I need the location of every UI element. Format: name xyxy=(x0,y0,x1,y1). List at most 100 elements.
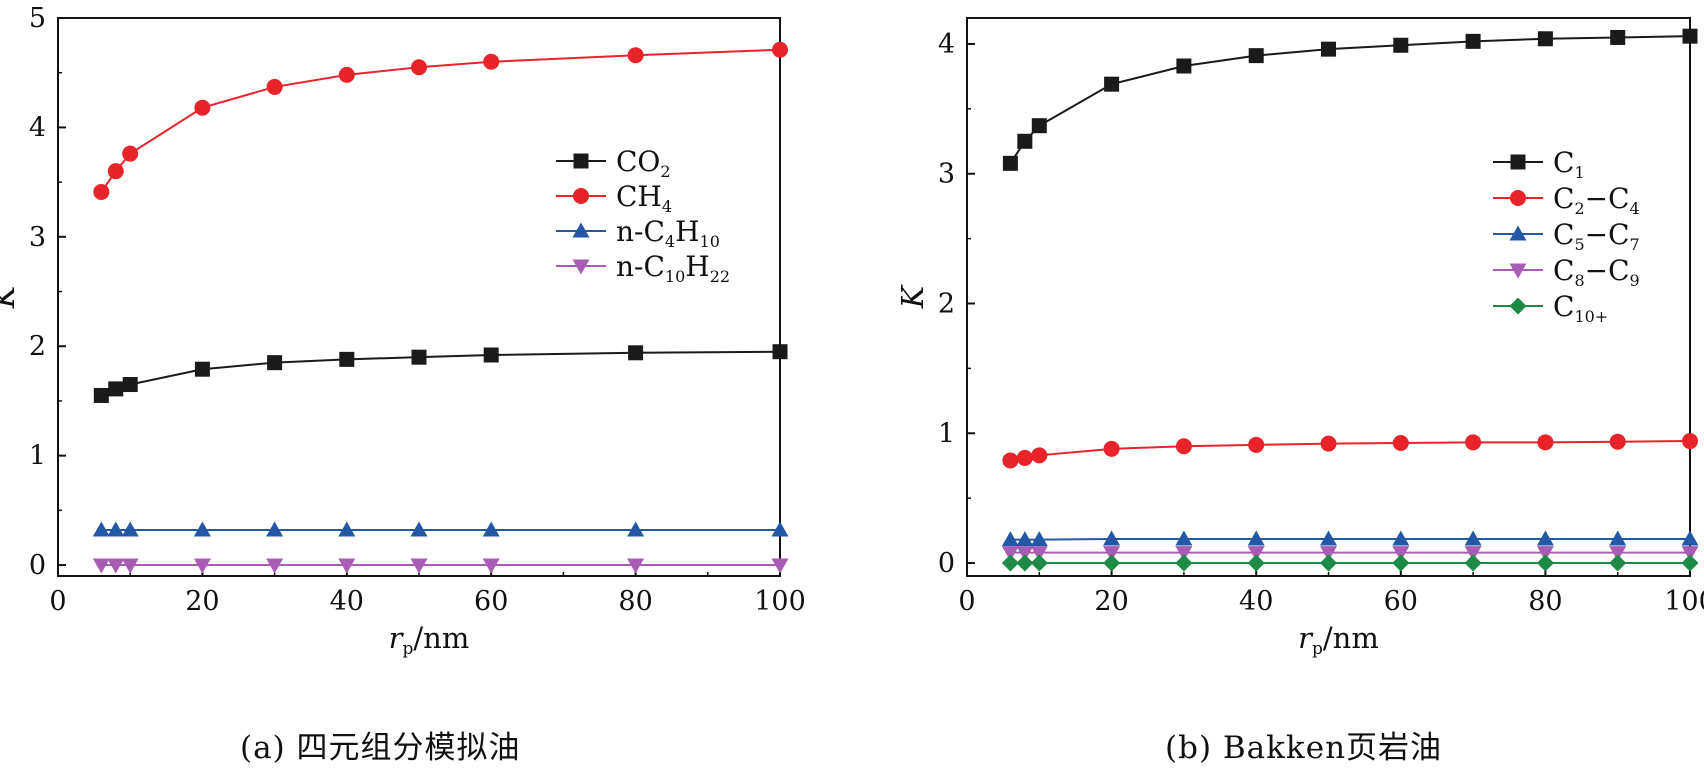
data-point xyxy=(1321,41,1336,57)
legend-label: C1 xyxy=(1553,146,1585,182)
data-point xyxy=(1465,33,1481,49)
data-point xyxy=(771,521,789,537)
data-point xyxy=(1103,530,1121,546)
data-point xyxy=(1103,546,1121,562)
data-point xyxy=(1248,48,1264,64)
data-point xyxy=(1392,530,1410,546)
series-CO2 xyxy=(93,344,788,403)
plot-frame xyxy=(57,17,781,577)
data-point xyxy=(1536,530,1554,546)
legend-entry: CH4 xyxy=(556,180,672,216)
x-tick-label: 20 xyxy=(185,586,219,617)
data-point xyxy=(1016,449,1033,466)
x-tick-label: 20 xyxy=(1094,586,1128,617)
data-point xyxy=(772,344,788,360)
data-point xyxy=(1392,434,1409,451)
data-point xyxy=(122,145,139,162)
y-tick-label: 5 xyxy=(29,3,46,34)
data-point xyxy=(1002,452,1019,469)
data-point xyxy=(266,558,284,574)
y-tick-label: 4 xyxy=(29,112,46,143)
data-point xyxy=(1001,546,1019,562)
data-point xyxy=(1030,554,1048,572)
legend-marker xyxy=(1509,263,1527,279)
data-point xyxy=(107,558,125,574)
data-point xyxy=(1103,440,1120,457)
data-point xyxy=(1016,554,1034,572)
data-point xyxy=(1002,155,1018,171)
y-tick-label: 2 xyxy=(29,331,46,362)
data-point xyxy=(194,361,210,377)
data-point xyxy=(1247,530,1265,546)
caption-a: (a) 四元组分模拟油 xyxy=(240,730,521,766)
legend-label: C5−C7 xyxy=(1553,218,1640,254)
legend-label: n-C10H22 xyxy=(616,250,730,286)
data-point xyxy=(121,521,139,537)
x-tick-label: 80 xyxy=(1528,586,1562,617)
series-C1 xyxy=(1002,28,1698,171)
data-point xyxy=(1030,531,1048,547)
legend-marker xyxy=(573,153,589,169)
series-n-C10H22 xyxy=(92,558,789,574)
data-point xyxy=(1464,554,1482,572)
data-point xyxy=(1175,530,1193,546)
data-point xyxy=(1609,554,1627,572)
data-point xyxy=(1609,433,1626,450)
legend-label: CO2 xyxy=(616,145,671,181)
data-point xyxy=(1537,434,1554,451)
legend-marker xyxy=(573,188,589,204)
data-point xyxy=(1030,546,1048,562)
data-point xyxy=(1031,118,1047,134)
data-point xyxy=(1175,546,1193,562)
y-tick-label: 0 xyxy=(29,550,46,581)
data-point xyxy=(627,47,644,64)
data-point xyxy=(1016,531,1034,547)
data-point xyxy=(410,521,428,537)
y-axis-label: K xyxy=(0,284,22,309)
data-point xyxy=(339,351,355,367)
y-axis-label: K xyxy=(896,284,931,309)
data-point xyxy=(1175,554,1193,572)
data-point xyxy=(1682,28,1698,44)
data-point xyxy=(1681,554,1699,572)
series-line xyxy=(1009,35,1691,164)
data-point xyxy=(1536,554,1554,572)
x-tick-label: 80 xyxy=(618,586,652,617)
legend-label: CH4 xyxy=(616,180,672,216)
x-axis-label: rp/nm xyxy=(1298,621,1379,659)
data-point xyxy=(1609,530,1627,546)
x-tick-label: 100 xyxy=(754,586,806,617)
data-point xyxy=(1176,58,1192,74)
series-C2-C4 xyxy=(1002,433,1698,469)
data-point xyxy=(92,558,110,574)
data-point xyxy=(107,163,124,180)
data-point xyxy=(1537,31,1553,47)
data-point xyxy=(193,558,211,574)
x-axis-label-sub: p xyxy=(403,639,414,659)
y-tick-label: 1 xyxy=(938,418,955,449)
data-point xyxy=(628,345,644,361)
legend-entry: C5−C7 xyxy=(1493,218,1640,254)
data-point xyxy=(1682,433,1698,450)
x-tick-label: 0 xyxy=(958,586,975,617)
data-point xyxy=(1248,436,1265,453)
data-point xyxy=(266,78,283,95)
y-tick-label: 4 xyxy=(938,29,955,60)
legend-label: n-C4H10 xyxy=(616,215,720,251)
x-tick-label: 40 xyxy=(1239,586,1273,617)
data-point xyxy=(1464,530,1482,546)
x-tick-label: 0 xyxy=(49,586,66,617)
data-point xyxy=(93,183,110,200)
x-axis-label-unit: /nm xyxy=(1323,621,1379,655)
legend-label: C10+ xyxy=(1553,290,1608,326)
series-line xyxy=(100,48,781,193)
data-point xyxy=(1320,546,1337,562)
data-point xyxy=(267,355,283,371)
data-point xyxy=(193,521,211,537)
data-point xyxy=(1320,530,1337,546)
legend-entry: C10+ xyxy=(1493,290,1608,326)
legend-label: C8−C9 xyxy=(1553,254,1640,290)
data-point xyxy=(1609,546,1627,562)
data-point xyxy=(411,59,427,76)
